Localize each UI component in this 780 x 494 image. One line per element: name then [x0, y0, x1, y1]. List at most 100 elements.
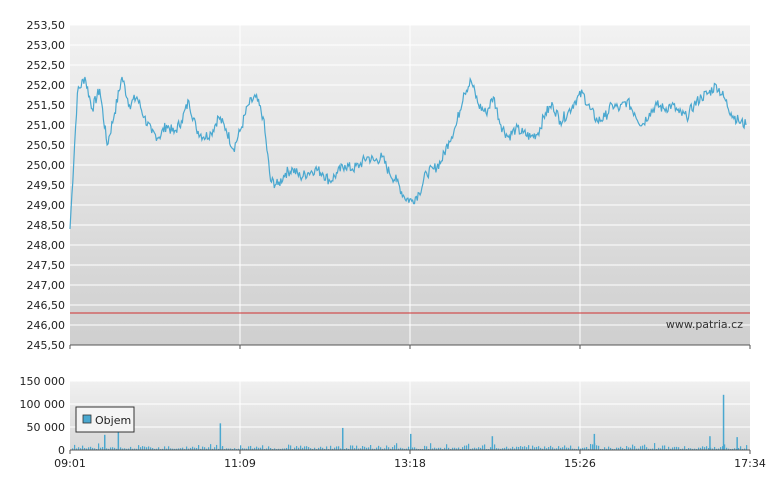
- volume-bar: [266, 448, 268, 450]
- volume-bar: [468, 443, 470, 450]
- volume-bar: [240, 445, 242, 450]
- volume-bar: [132, 448, 134, 450]
- volume-bar: [430, 443, 432, 450]
- watermark-text: www.patria.cz: [666, 318, 743, 331]
- volume-bar: [664, 445, 666, 450]
- volume-bar: [188, 448, 190, 450]
- volume-bar: [590, 444, 592, 450]
- volume-bar: [382, 448, 384, 450]
- volume-bar: [158, 447, 160, 450]
- volume-bar: [134, 448, 136, 450]
- volume-bar: [562, 447, 564, 450]
- volume-bar: [646, 447, 648, 450]
- volume-bar: [72, 448, 74, 450]
- volume-bar: [538, 446, 540, 450]
- volume-bar: [288, 444, 290, 450]
- volume-bar: [402, 448, 404, 450]
- volume-bar: [416, 448, 418, 450]
- volume-bar: [180, 448, 182, 450]
- volume-bar: [96, 448, 98, 450]
- volume-bar: [374, 448, 376, 450]
- volume-bar: [284, 448, 286, 450]
- volume-bar: [296, 446, 298, 450]
- volume-bar: [634, 446, 636, 450]
- volume-bar: [298, 447, 300, 450]
- volume-bar: [326, 446, 328, 450]
- x-tick-label: 11:09: [224, 457, 256, 470]
- volume-bar: [598, 445, 600, 450]
- volume-bar: [698, 447, 700, 450]
- volume-bar: [728, 448, 730, 450]
- volume-bar: [150, 447, 152, 450]
- volume-bar: [474, 447, 476, 450]
- volume-bar: [156, 448, 158, 450]
- volume-bar: [102, 447, 104, 450]
- volume-bar: [334, 447, 336, 450]
- volume-y-tick-label: 0: [58, 444, 65, 457]
- volume-bar: [700, 447, 702, 450]
- volume-bar: [550, 445, 552, 450]
- volume-bar: [648, 448, 650, 450]
- volume-bar: [320, 446, 322, 450]
- volume-legend: Objem: [75, 406, 135, 433]
- volume-bar: [406, 448, 408, 450]
- volume-bar: [466, 445, 468, 450]
- volume-bar: [350, 445, 352, 450]
- volume-bar: [548, 447, 550, 450]
- volume-bar: [366, 447, 368, 450]
- volume-bar: [638, 448, 640, 450]
- volume-bar: [262, 445, 264, 450]
- volume-bar: [114, 447, 116, 450]
- volume-bar: [396, 443, 398, 450]
- price-y-tick-label: 250,00: [27, 159, 66, 172]
- volume-bar: [186, 446, 188, 450]
- volume-bar: [166, 448, 168, 450]
- volume-bar: [668, 446, 670, 450]
- volume-bar: [510, 448, 512, 450]
- volume-bar: [600, 448, 602, 450]
- volume-bar: [76, 448, 78, 450]
- volume-bar: [318, 447, 320, 450]
- volume-bar: [658, 447, 660, 450]
- volume-bar: [556, 448, 558, 450]
- volume-bar: [744, 448, 746, 450]
- volume-bar: [482, 445, 484, 450]
- volume-bar: [164, 446, 166, 450]
- volume-bar: [738, 447, 740, 450]
- volume-bar: [258, 447, 260, 450]
- volume-y-axis: 0 50 000 100 000 150 000: [20, 375, 66, 457]
- volume-bar: [436, 448, 438, 450]
- volume-bar: [684, 446, 686, 450]
- volume-bar: [74, 444, 76, 450]
- volume-bar: [732, 448, 734, 450]
- price-y-tick-label: 253,00: [27, 39, 66, 52]
- volume-bar: [592, 444, 594, 450]
- volume-bar: [128, 448, 130, 450]
- volume-bar: [584, 447, 586, 450]
- volume-bar: [704, 447, 706, 450]
- volume-bar: [588, 448, 590, 450]
- volume-bar: [260, 447, 262, 450]
- volume-bar: [354, 448, 356, 450]
- volume-bar: [82, 445, 84, 450]
- volume-bar: [532, 445, 534, 450]
- volume-bar: [470, 448, 472, 450]
- volume-bar: [564, 445, 566, 450]
- volume-bar: [528, 445, 530, 450]
- volume-bar: [724, 444, 726, 450]
- volume-bar: [238, 448, 240, 450]
- price-y-tick-label: 247,00: [27, 279, 66, 292]
- volume-bar: [644, 444, 646, 450]
- volume-bar: [494, 444, 496, 450]
- volume-bar: [544, 446, 546, 450]
- volume-bar: [718, 448, 720, 450]
- price-y-tick-label: 251,50: [27, 99, 66, 112]
- price-y-tick-label: 250,50: [27, 139, 66, 152]
- volume-bar: [204, 447, 206, 450]
- volume-bar: [98, 443, 100, 450]
- volume-spike-bar: [410, 433, 412, 450]
- volume-bar: [202, 446, 204, 450]
- price-series-line: [69, 76, 747, 230]
- volume-bar: [370, 445, 372, 450]
- x-tick-label: 15:26: [564, 457, 596, 470]
